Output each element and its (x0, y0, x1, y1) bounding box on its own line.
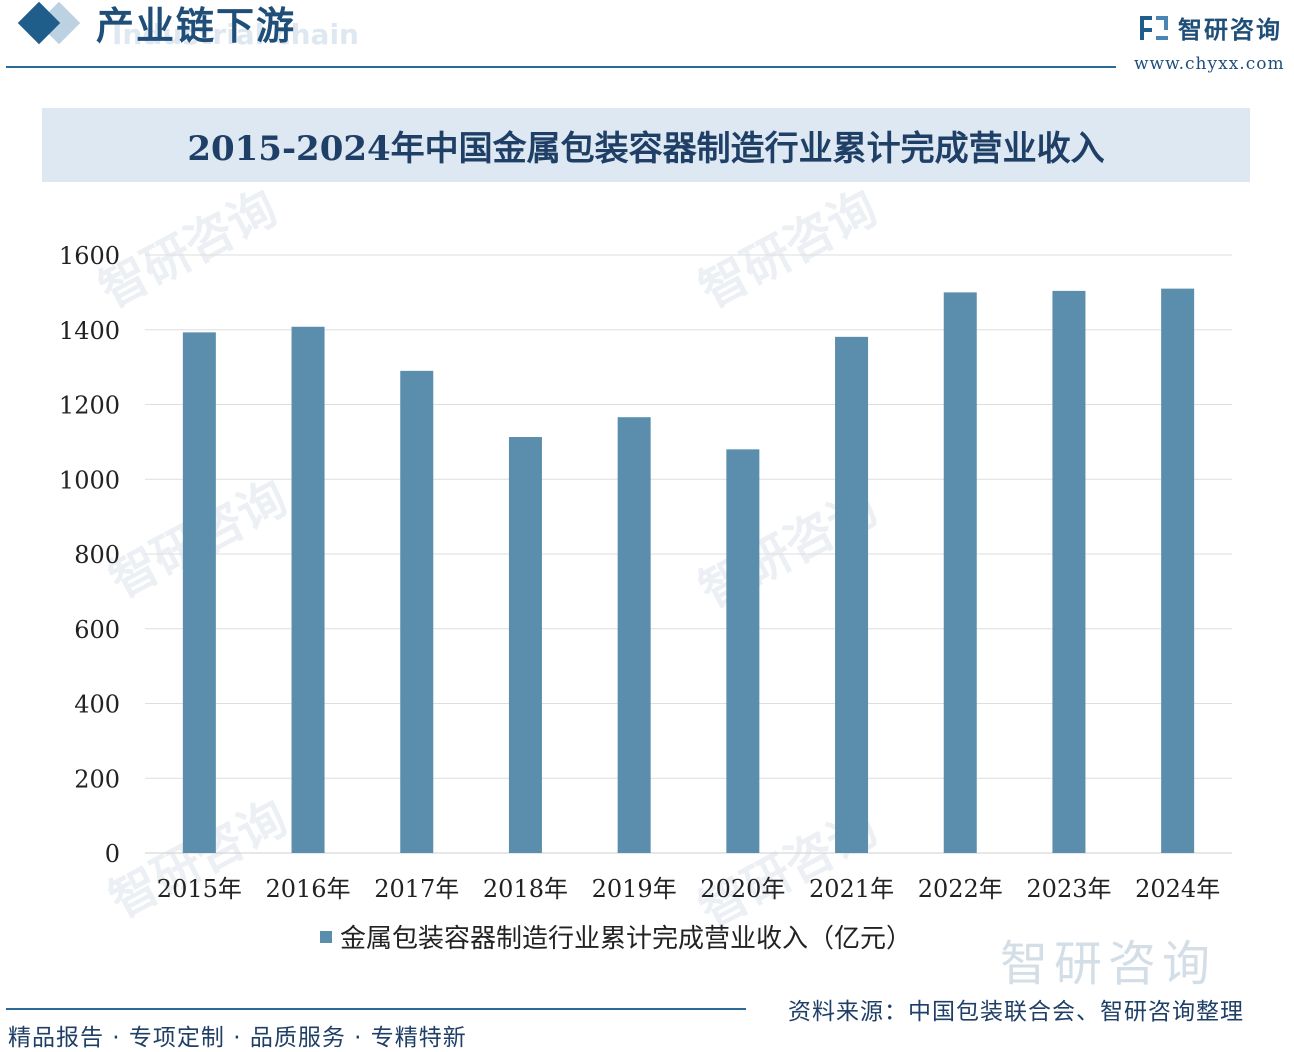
x-tick-label: 2016年 (266, 875, 351, 903)
y-tick-label: 200 (74, 765, 120, 793)
x-tick-label: 2021年 (809, 875, 894, 903)
y-tick-label: 400 (74, 691, 120, 719)
bar (726, 449, 760, 853)
bar (617, 417, 651, 853)
source-note: 资料来源：中国包装联合会、智研咨询整理 (788, 999, 1244, 1025)
y-tick-label: 800 (74, 541, 120, 569)
x-tick-label: 2017年 (374, 875, 459, 903)
section-subtitle: Industrial chain (112, 18, 359, 51)
logo-url: www.chyxx.com (1134, 54, 1285, 74)
bar (182, 332, 216, 854)
x-tick-label: 2020年 (700, 875, 785, 903)
y-tick-label: 1600 (59, 242, 120, 270)
chart-title-box: 2015-2024年中国金属包装容器制造行业累计完成营业收入 (42, 108, 1250, 182)
y-tick-label: 600 (74, 616, 120, 644)
bar (1161, 288, 1195, 853)
footer-rule (6, 1008, 746, 1010)
bar (1052, 290, 1086, 853)
section-title: 产业链下游 (96, 3, 297, 48)
bar (835, 336, 869, 853)
legend-swatch (320, 930, 332, 943)
header-rule (6, 66, 1116, 68)
x-tick-label: 2019年 (592, 875, 677, 903)
bar (943, 292, 977, 853)
chart-title: 2015-2024年中国金属包装容器制造行业累计完成营业收入 (187, 128, 1105, 169)
legend-label: 金属包装容器制造行业累计完成营业收入（亿元） (340, 924, 913, 954)
logo-name: 智研咨询 (1178, 16, 1282, 44)
brand-logo: 智研咨询 (1138, 10, 1282, 45)
footer-slogan: 精品报告 · 专项定制 · 品质服务 · 专精特新 (8, 1025, 467, 1051)
x-tick-label: 2022年 (918, 875, 1003, 903)
x-tick-label: 2024年 (1135, 875, 1220, 903)
bar (508, 437, 542, 853)
watermark-logo-text: 智研咨询 (1000, 936, 1217, 992)
y-tick-label: 1200 (59, 392, 120, 420)
y-tick-label: 1000 (59, 466, 120, 494)
chart-legend: 金属包装容器制造行业累计完成营业收入（亿元） (320, 918, 912, 955)
bar (291, 326, 325, 853)
logo-mark-icon (1140, 15, 1168, 40)
y-tick-label: 0 (105, 840, 120, 868)
x-tick-label: 2018年 (483, 875, 568, 903)
bar (400, 370, 434, 853)
y-tick-label: 1400 (59, 317, 120, 345)
x-tick-label: 2015年 (157, 875, 242, 903)
x-tick-label: 2023年 (1026, 875, 1111, 903)
